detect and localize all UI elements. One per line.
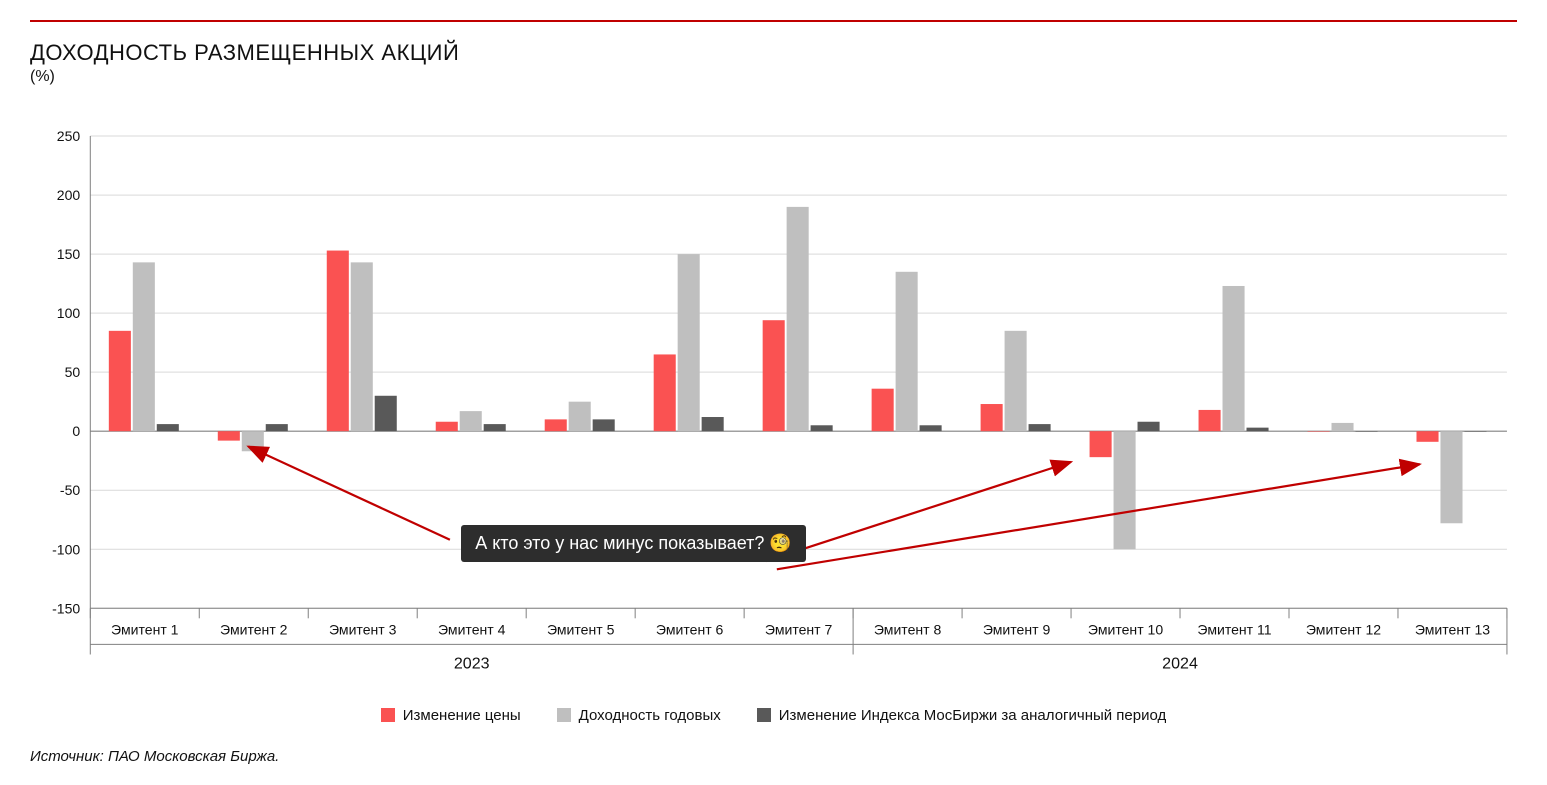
bar [981,404,1003,431]
category-label: Эмитент 6 [656,621,724,637]
category-label: Эмитент 11 [1197,621,1271,637]
legend-swatch [557,708,571,722]
y-tick-label: -100 [52,541,80,557]
bar [1440,431,1462,523]
category-label: Эмитент 9 [983,621,1051,637]
chart-container: -150 -100 -50 0 50 100 150 200 250 Эмитент 1 Эмите… [30,126,1517,689]
bar [569,402,591,432]
bar [545,419,567,431]
y-tick-label: 250 [57,128,81,144]
bar [920,425,942,431]
bar [157,424,179,431]
chart-source: Источник: ПАО Московская Биржа. [30,748,1517,765]
legend-item: Доходность годовых [557,707,721,724]
bar [763,320,785,431]
bar [375,396,397,431]
bar [811,425,833,431]
annotation-arrow [248,447,450,540]
bar [1331,423,1353,431]
bar [1005,331,1027,431]
bar [1114,431,1136,549]
legend-label: Изменение цены [403,707,521,724]
category-label: Эмитент 13 [1415,621,1490,637]
bar [109,331,131,431]
legend-swatch [381,708,395,722]
y-tick-label: -50 [60,482,80,498]
category-label: Эмитент 2 [220,621,288,637]
y-tick-label: 50 [65,364,81,380]
category-label: Эмитент 3 [329,621,397,637]
bar [896,272,918,431]
annotation-arrow [777,464,1420,569]
bar [872,389,894,431]
chart-legend: Изменение цены Доходность годовых Изменени… [30,707,1517,724]
bar [436,422,458,431]
y-tick-label: 0 [72,423,80,439]
bar [484,424,506,431]
category-label: Эмитент 5 [547,621,615,637]
bar [218,431,240,440]
bar [1138,422,1160,431]
category-label: Эмитент 10 [1088,621,1163,637]
bar [1223,286,1245,431]
y-tick-label: 200 [57,187,81,203]
category-label: Эмитент 4 [438,621,506,637]
category-label: Эмитент 8 [874,621,942,637]
bar [702,417,724,431]
top-rule [30,20,1517,22]
bar [327,251,349,432]
bar [1199,410,1221,431]
bar [460,411,482,431]
tooltip-text: А кто это у нас минус показывает? 🧐 [475,533,792,553]
bar [1464,431,1486,432]
bar [1246,428,1268,432]
category-label: Эмитент 1 [111,621,179,637]
bar [133,262,155,431]
bar-chart: -150 -100 -50 0 50 100 150 200 250 Эмитент 1 Эмите… [30,126,1517,689]
y-tick-label: 100 [57,305,81,321]
legend-item: Изменение Индекса МосБиржи за аналогичны… [757,707,1167,724]
year-group-label: 2024 [1162,655,1198,673]
bar [678,254,700,431]
bar [266,424,288,431]
y-tick-label: 150 [57,246,81,262]
chart-subtitle: (%) [30,68,1517,86]
legend-swatch [757,708,771,722]
bar [1355,431,1377,432]
bar [1090,431,1112,457]
category-label: Эмитент 12 [1306,621,1381,637]
bar [1029,424,1051,431]
bar [654,354,676,431]
category-label: Эмитент 7 [765,621,833,637]
legend-item: Изменение цены [381,707,521,724]
chart-title: ДОХОДНОСТЬ РАЗМЕЩЕННЫХ АКЦИЙ [30,40,1517,66]
bar [1308,431,1330,432]
year-group-label: 2023 [454,655,490,673]
legend-label: Изменение Индекса МосБиржи за аналогичны… [779,707,1167,724]
bar [593,419,615,431]
bar [1416,431,1438,442]
y-tick-label: -150 [52,600,80,616]
legend-label: Доходность годовых [579,707,721,724]
annotation-tooltip: А кто это у нас минус показывает? 🧐 [461,525,806,562]
bar [351,262,373,431]
bar [787,207,809,431]
